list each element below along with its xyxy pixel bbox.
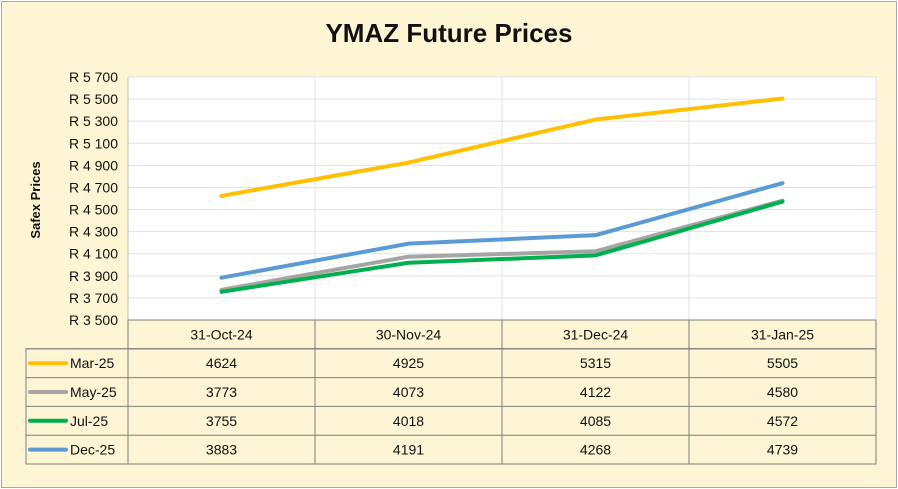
data-cell: 4085 bbox=[580, 413, 611, 429]
y-tick-label: R 3 900 bbox=[69, 268, 118, 284]
data-cell: 4268 bbox=[580, 442, 611, 458]
data-cell: 5505 bbox=[767, 355, 798, 371]
data-cell: 4925 bbox=[393, 355, 424, 371]
series-lines bbox=[219, 96, 785, 294]
series-line-may-25 bbox=[219, 198, 785, 292]
legend-label: Mar-25 bbox=[70, 355, 115, 371]
data-cell: 4624 bbox=[206, 355, 237, 371]
y-tick-label: R 4 700 bbox=[69, 179, 118, 195]
x-tick-label: 31-Jan-25 bbox=[751, 326, 814, 342]
legend-label: Jul-25 bbox=[70, 413, 108, 429]
data-cell: 5315 bbox=[580, 355, 611, 371]
data-cell: 3755 bbox=[206, 413, 237, 429]
data-cell: 4739 bbox=[767, 442, 798, 458]
y-tick-label: R 4 900 bbox=[69, 157, 118, 173]
data-cell: 4122 bbox=[580, 384, 611, 400]
y-tick-label: R 5 100 bbox=[69, 135, 118, 151]
data-cell: 3883 bbox=[206, 442, 237, 458]
data-table: 31-Oct-24 30-Nov-24 31-Dec-24 31-Jan-25 Mar-… bbox=[25, 319, 877, 465]
data-cell: 3773 bbox=[206, 384, 237, 400]
data-cell: 4191 bbox=[393, 442, 424, 458]
data-cell: 4580 bbox=[767, 384, 798, 400]
series-line-jul-25 bbox=[219, 199, 785, 294]
data-cell: 4073 bbox=[393, 384, 424, 400]
data-cell: 4018 bbox=[393, 413, 424, 429]
series-line-dec-25 bbox=[219, 181, 785, 280]
y-tick-label: R 5 500 bbox=[69, 91, 118, 107]
y-axis: R 3 500 R 3 700 R 3 900 R 4 100 R 4 300 R 4 5… bbox=[69, 69, 118, 328]
x-tick-label: 31-Oct-24 bbox=[190, 326, 252, 342]
y-tick-label: R 5 700 bbox=[69, 69, 118, 85]
y-axis-label: Safex Prices bbox=[28, 161, 43, 238]
data-cell: 4572 bbox=[767, 413, 798, 429]
x-tick-label: 31-Dec-24 bbox=[563, 326, 629, 342]
y-tick-label: R 3 700 bbox=[69, 290, 118, 306]
legend-label: Dec-25 bbox=[70, 442, 115, 458]
y-tick-label: R 4 300 bbox=[69, 224, 118, 240]
y-tick-label: R 4 500 bbox=[69, 202, 118, 218]
y-tick-label: R 4 100 bbox=[69, 246, 118, 262]
y-tick-label: R 3 500 bbox=[69, 312, 118, 328]
legend-label: May-25 bbox=[70, 384, 117, 400]
x-tick-label: 30-Nov-24 bbox=[376, 326, 442, 342]
y-tick-label: R 5 300 bbox=[69, 113, 118, 129]
series-line-mar-25 bbox=[219, 96, 785, 198]
chart-title: YMAZ Future Prices bbox=[325, 18, 573, 48]
